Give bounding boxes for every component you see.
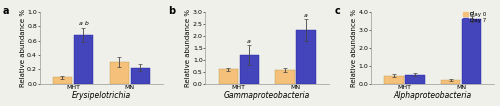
Text: a: a: [247, 39, 251, 44]
Text: c: c: [334, 6, 340, 16]
X-axis label: Erysipelotrichia: Erysipelotrichia: [72, 91, 131, 100]
Bar: [218, 69, 238, 84]
X-axis label: Alphaproteobacteria: Alphaproteobacteria: [394, 91, 472, 100]
X-axis label: Gammaproteobacteria: Gammaproteobacteria: [224, 91, 310, 100]
Bar: [110, 62, 129, 84]
Y-axis label: Relative abundance %: Relative abundance %: [20, 9, 26, 87]
Bar: [384, 76, 404, 84]
Bar: [406, 75, 424, 84]
Text: a: a: [3, 6, 10, 16]
Bar: [441, 80, 460, 84]
Bar: [296, 30, 316, 84]
Text: a: a: [304, 13, 308, 18]
Text: d: d: [470, 11, 474, 16]
Bar: [74, 35, 93, 84]
Legend: Day 0, Day 7: Day 0, Day 7: [462, 11, 486, 24]
Bar: [53, 77, 72, 84]
Bar: [462, 19, 481, 84]
Y-axis label: Relative abundance %: Relative abundance %: [351, 9, 357, 87]
Y-axis label: Relative abundance %: Relative abundance %: [186, 9, 192, 87]
Bar: [276, 70, 294, 84]
Bar: [240, 55, 259, 84]
Bar: [130, 68, 150, 84]
Text: b: b: [168, 6, 175, 16]
Text: a b: a b: [78, 21, 88, 26]
